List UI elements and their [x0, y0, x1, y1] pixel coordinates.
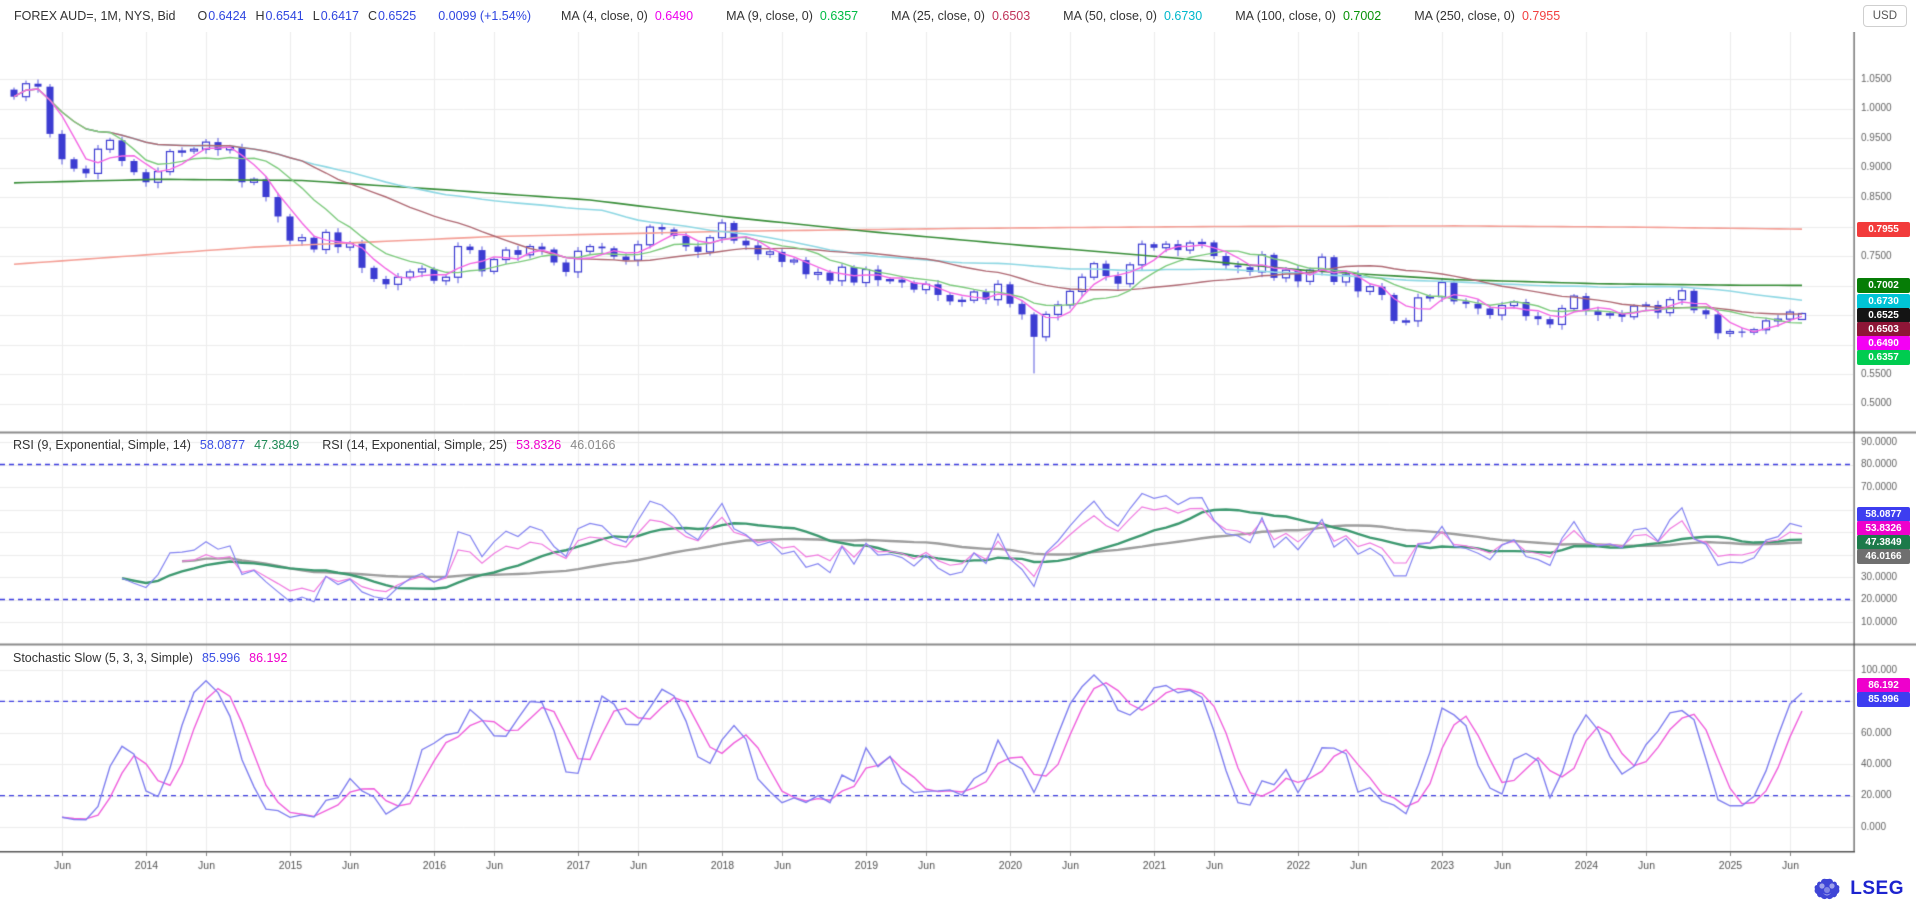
ma-legend-ma100: MA (100, close, 0) 0.7002	[1235, 9, 1382, 23]
rsi-badge-46.0166: 46.0166	[1857, 548, 1910, 564]
ohlc-group: O 0.6424 H 0.6541 L 0.6417 C 0.6525	[198, 9, 417, 23]
lseg-crest-icon	[1813, 877, 1843, 901]
stoch-k-value: 85.996	[201, 651, 241, 665]
price-badge-0.7955: 0.7955	[1857, 221, 1910, 237]
rsi-title-text: RSI (9, Exponential, Simple, 14)	[13, 438, 191, 452]
price-badge-0.6730: 0.6730	[1857, 293, 1910, 309]
ohlc-o: O 0.6424	[197, 9, 247, 23]
currency-selector-button[interactable]: USD	[1862, 5, 1907, 27]
price-badge-0.6357: 0.6357	[1857, 349, 1910, 365]
ohlc-c: C 0.6525	[367, 9, 417, 23]
rsi-panel-title: RSI (9, Exponential, Simple, 14) 58.0877…	[13, 438, 615, 452]
rsi9-ma-value: 47.3849	[254, 438, 300, 452]
ma-legend-ma25: MA (25, close, 0) 0.6503	[891, 9, 1031, 23]
stoch-title-text: Stochastic Slow (5, 3, 3, Simple)	[13, 651, 193, 665]
chart-header: FOREX AUD=, 1M, NYS, Bid O 0.6424 H 0.6541 L…	[0, 0, 1916, 32]
rsi-badge-58.0877: 58.0877	[1857, 506, 1910, 522]
stochastic-panel-title: Stochastic Slow (5, 3, 3, Simple) 85.996…	[13, 651, 287, 665]
lseg-logo: LSEG	[1813, 876, 1904, 902]
price-badge-0.6503: 0.6503	[1857, 321, 1910, 337]
ma-legend-ma50: MA (50, close, 0) 0.6730	[1063, 9, 1203, 23]
rsi14-ma-value: 46.0166	[570, 438, 616, 452]
price-badge-0.6525: 0.6525	[1857, 307, 1910, 323]
price-badge-0.7002: 0.7002	[1857, 277, 1910, 293]
change-value: 0.0099 (+1.54%)	[438, 9, 531, 23]
stoch-badge-86.192: 86.192	[1857, 677, 1910, 693]
ma-legend-ma4: MA (4, close, 0) 0.6490	[560, 9, 694, 23]
ma-legend-ma9: MA (9, close, 0) 0.6357	[726, 9, 859, 23]
stoch-d-value: 86.192	[249, 651, 288, 665]
price-badge-0.6490: 0.6490	[1857, 335, 1910, 351]
rsi14-title-text: RSI (14, Exponential, Simple, 25)	[322, 438, 508, 452]
ohlc-h: H 0.6541	[255, 9, 304, 23]
rsi9-value: 58.0877	[199, 438, 246, 452]
ma-legend: MA (4, close, 0) 0.6490 MA (9, close, 0) 0.…	[561, 9, 1584, 23]
stoch-badge-85.996: 85.996	[1857, 691, 1910, 707]
ma-legend-ma250: MA (250, close, 0) 0.7955	[1414, 9, 1561, 23]
rsi14-value: 53.8326	[516, 438, 562, 452]
rsi-badge-47.3849: 47.3849	[1857, 534, 1910, 550]
symbol-label: FOREX AUD=, 1M, NYS, Bid	[14, 9, 176, 23]
ohlc-l: L 0.6417	[312, 9, 359, 23]
rsi-badge-53.8326: 53.8326	[1857, 520, 1910, 536]
lseg-logo-text: LSEG	[1850, 878, 1904, 899]
